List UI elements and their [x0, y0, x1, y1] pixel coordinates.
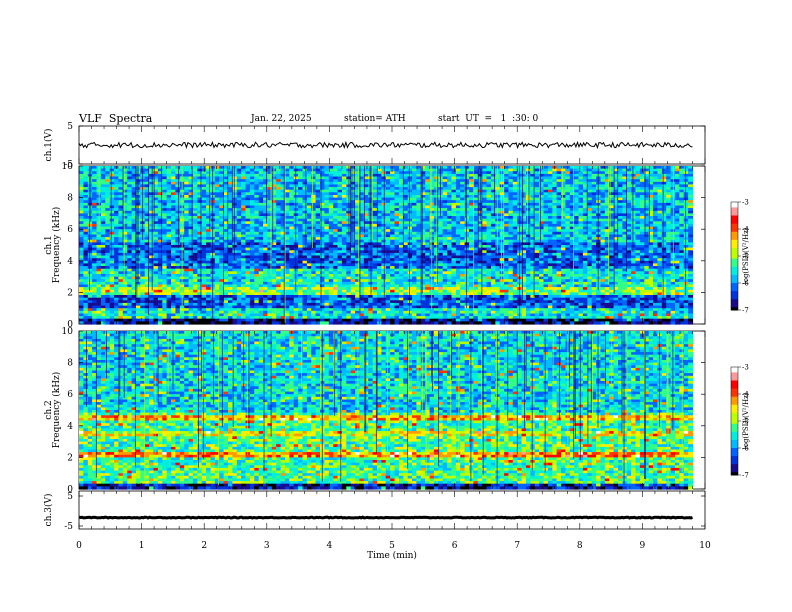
ch1-colorbar-label: log(PSD)(V²/Hz)	[742, 227, 750, 284]
x-axis-label: Time (min)	[367, 550, 417, 561]
cbar2-tick-label: -5	[742, 418, 749, 426]
cbar1-tick-label: -4	[742, 226, 749, 234]
ch1-voltage-ylabel: ch.1(V)	[43, 129, 54, 162]
time-tick-label: 10	[699, 541, 711, 551]
cbar1-tick-label: -7	[742, 307, 749, 315]
ch3-voltage-tick-label: 5	[67, 492, 73, 502]
cbar2-tick-label: -3	[742, 364, 749, 372]
ch1-freq-tick-label: 0	[67, 320, 73, 330]
time-tick-label: 0	[76, 541, 82, 551]
time-tick-label: 7	[514, 541, 520, 551]
ch1-colorbar: -3 -4 -5 -6 -7	[730, 199, 749, 315]
ch2-freq-tick-label: 8	[67, 359, 73, 369]
ch2-colorbar: -3 -4 -5 -6 -7	[730, 364, 749, 480]
ch1-freq-tick-label: 6	[67, 225, 73, 235]
cbar1-tick-label: -5	[742, 253, 749, 261]
ch1-freq-tick-label: 2	[67, 288, 73, 298]
ch2-freq-tick-label: 4	[67, 422, 73, 432]
ch3-voltage-ylabel: ch.3(V)	[43, 494, 54, 527]
ch2-freq-tick-label: 2	[67, 453, 73, 463]
start-ut-label: start UT = 1 :30: 0	[438, 114, 539, 124]
ch1-voltage-tick-label: -5	[64, 160, 73, 170]
ch2-spec-ylabel: Frequency (kHz)	[51, 372, 62, 449]
ch1-freq-tick-label: 8	[67, 194, 73, 204]
ch1-freq-tick-label: 4	[67, 257, 73, 267]
ch2-freq-tick-label: 10	[62, 327, 74, 337]
chart-title: VLF Spectra	[79, 112, 153, 125]
ch2-spec-ylabel-prefix: ch.2	[44, 400, 54, 419]
time-tick-label: 4	[327, 541, 333, 551]
ch1-spectrogram	[78, 166, 694, 325]
ch1-voltage-tick-label: 5	[67, 122, 73, 132]
time-tick-label: 5	[389, 541, 395, 551]
date-label: Jan. 22, 2025	[251, 114, 312, 124]
station-label: station= ATH	[344, 114, 406, 124]
ch1-spec-ylabel: Frequency (kHz)	[51, 207, 62, 284]
ch3-voltage-trace	[78, 515, 693, 520]
ch1-voltage-trace	[78, 140, 693, 150]
time-tick-label: 6	[452, 541, 458, 551]
cbar2-tick-label: -6	[742, 445, 749, 453]
ch2-spectrogram	[78, 331, 694, 490]
ch2-freq-tick-label: 0	[67, 485, 73, 495]
ch3-voltage-tick-label: -5	[64, 522, 73, 532]
time-tick-label: 9	[640, 541, 646, 551]
ch1-freq-tick-label: 10	[62, 162, 74, 172]
cbar1-tick-label: -3	[742, 199, 749, 207]
time-tick-label: 3	[264, 541, 270, 551]
ch2-freq-tick-label: 6	[67, 390, 73, 400]
ch2-colorbar-label: log(PSD)(V²/Hz)	[742, 392, 750, 449]
time-tick-label: 8	[577, 541, 583, 551]
ch1-spec-ylabel-prefix: ch.1	[44, 235, 54, 254]
time-tick-label: 1	[139, 541, 145, 551]
cbar2-tick-label: -7	[742, 472, 749, 480]
cbar1-tick-label: -6	[742, 280, 749, 288]
cbar2-tick-label: -4	[742, 391, 749, 399]
time-tick-label: 2	[201, 541, 207, 551]
